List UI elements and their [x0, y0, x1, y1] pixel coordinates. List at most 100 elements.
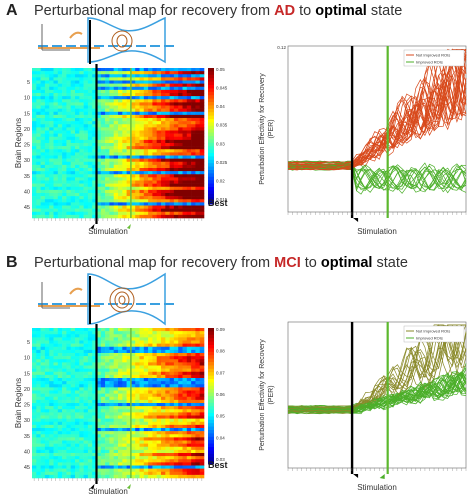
y-tick-label: 30 — [24, 158, 30, 164]
colorbar-segment — [208, 105, 214, 110]
not-improved-roi-line — [287, 324, 467, 408]
legend-improved: Improved ROIs — [416, 60, 443, 65]
colorbar-segment — [208, 197, 214, 202]
legend-improved: Improved ROIs — [416, 336, 443, 341]
colorbar-segment — [208, 345, 214, 349]
colorbar-tick-label: 0.05 — [216, 414, 225, 419]
colorbar-segment — [208, 413, 214, 417]
colorbar-segment — [208, 453, 214, 458]
legend: Not Improved ROIs Improved ROIs — [403, 49, 465, 67]
colorbar-segment — [208, 379, 214, 383]
highlight-arrow — [126, 484, 131, 489]
panel-title: Perturbational map for recovery from AD … — [34, 3, 403, 19]
colorbar-segment — [208, 430, 214, 434]
y-tick-label: 35 — [24, 174, 30, 180]
line-chart: Not Improved ROIs Improved ROIs 0.12 Pertur… — [259, 45, 467, 236]
colorbar-segment — [208, 115, 214, 120]
colorbar-segment — [208, 423, 214, 428]
improved-roi-line — [287, 371, 467, 412]
colorbar-tick-label: 0.045 — [216, 86, 228, 91]
colorbar-segment — [208, 440, 214, 445]
highlight-arrow — [126, 224, 131, 229]
not-improved-roi-line — [287, 331, 467, 410]
colorbar-segment — [208, 402, 214, 407]
colorbar-segment — [208, 95, 214, 100]
colorbar-segment — [208, 200, 214, 205]
colorbar-segment — [208, 368, 214, 373]
legend-not-improved: Not Improved ROIs — [416, 53, 450, 58]
line-y-axis-label: Perturbation Effectivity for Recovery — [259, 73, 266, 185]
y-tick-label: 40 — [24, 189, 30, 195]
colorbar-segment — [208, 406, 214, 411]
colorbar-tick-label: 0.02 — [216, 178, 225, 183]
colorbar-segment — [208, 331, 214, 336]
colorbar-segment — [208, 139, 214, 144]
colorbar-segment — [208, 102, 214, 106]
colorbar-segment — [208, 338, 214, 343]
stimulation-arrow — [90, 224, 95, 229]
heatmap-cells — [32, 68, 205, 219]
y-tick-label: 20 — [24, 127, 30, 133]
colorbar-segment — [208, 85, 214, 89]
colorbar-segment — [208, 392, 214, 397]
colorbar-segment — [208, 351, 214, 356]
y-tick-label: 15 — [24, 111, 30, 117]
colorbar-segment — [208, 98, 214, 103]
colorbar-segment — [208, 119, 214, 123]
colorbar-segment — [208, 450, 214, 455]
line-y-axis-label-unit: (PER) — [268, 385, 275, 404]
series-lines — [287, 48, 467, 195]
colorbar-segment — [208, 170, 214, 174]
not-improved-roi-line — [287, 49, 467, 170]
colorbar-segment — [208, 88, 214, 93]
colorbar-tick-label: 0.025 — [216, 160, 228, 165]
y-tick-label: 10 — [24, 96, 30, 102]
colorbar-tick-label: 0.035 — [216, 123, 228, 128]
line-y-axis-label-unit: (PER) — [268, 119, 275, 138]
colorbar-segment — [208, 129, 214, 134]
colorbar-segment — [208, 362, 214, 366]
legend-not-improved: Not Improved ROIs — [416, 329, 450, 334]
colorbar-tick-label: 0.03 — [216, 141, 225, 146]
y-tick-label: 25 — [24, 143, 30, 149]
colorbar-segment — [208, 416, 214, 421]
colorbar-tick-label: 0.09 — [216, 327, 225, 332]
heatmap-y-axis-label: Brain Regions — [14, 118, 23, 168]
colorbar-segment — [208, 68, 214, 72]
colorbar-segment — [208, 149, 214, 154]
y-tick-label: 45 — [24, 205, 30, 211]
colorbar-segment — [208, 122, 214, 127]
colorbar-segment — [208, 457, 214, 462]
colorbar-segment — [208, 190, 214, 195]
colorbar-tick-label: 0.05 — [216, 67, 225, 72]
y-tick-label: 30 — [24, 418, 30, 424]
y-tick-label: 5 — [27, 80, 30, 86]
colorbar-segment — [208, 375, 214, 380]
colorbar-segment — [208, 385, 214, 390]
panel-title: Perturbational map for recovery from MCI… — [34, 255, 408, 271]
colorbar-segment — [208, 81, 214, 86]
colorbar-segment — [208, 125, 214, 130]
colorbar-segment — [208, 382, 214, 387]
colorbar-segment — [208, 372, 214, 377]
panel-a: A Perturbational map for recovery from A… — [6, 2, 467, 236]
y-tick-label: 5 — [27, 340, 30, 346]
colorbar-tick-label: 0.06 — [216, 392, 225, 397]
colorbar-segment — [208, 146, 214, 151]
colorbar-tick-label: 0.015 — [216, 197, 228, 202]
colorbar-segment — [208, 447, 214, 451]
heatmap-x-axis-label: Stimulation — [88, 227, 128, 236]
colorbar-segment — [208, 396, 214, 400]
colorbar-segment — [208, 132, 214, 137]
y-tick-label: 15 — [24, 371, 30, 377]
colorbar-segment — [208, 358, 214, 363]
improved-roi-line — [287, 164, 467, 191]
colorbar-segment — [208, 173, 214, 178]
colorbar-segment — [208, 443, 214, 448]
improved-roi-line — [287, 166, 467, 194]
colorbar-segment — [208, 193, 214, 198]
colorbar-segment — [208, 180, 214, 185]
y-tick-label: 0.12 — [277, 45, 286, 50]
colorbar-segment — [208, 78, 214, 83]
colorbar-segment — [208, 91, 214, 96]
